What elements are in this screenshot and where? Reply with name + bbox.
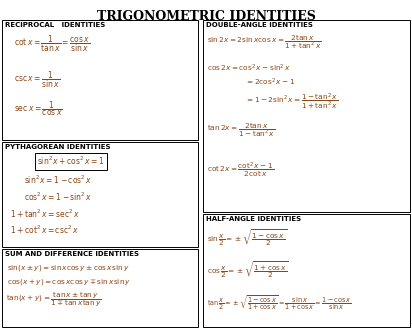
Text: $\csc x = \dfrac{1}{\sin x}$: $\csc x = \dfrac{1}{\sin x}$ <box>14 70 60 90</box>
Text: TRIGONOMETRIC IDENTITIES: TRIGONOMETRIC IDENTITIES <box>96 10 316 23</box>
Text: $\tan(x + y) = \dfrac{\tan x \pm \tan y}{1 \mp \tan x\tan y}$: $\tan(x + y) = \dfrac{\tan x \pm \tan y}… <box>6 291 102 309</box>
Text: DOUBLE-ANGLE IDENTITIES: DOUBLE-ANGLE IDENTITIES <box>206 22 313 28</box>
Text: $= 2\cos^2 x - 1$: $= 2\cos^2 x - 1$ <box>245 77 295 88</box>
Text: $\cot 2x = \dfrac{\cot^2 x - 1}{2\cot x}$: $\cot 2x = \dfrac{\cot^2 x - 1}{2\cot x}… <box>207 160 274 179</box>
Text: $1 + \tan^2 x = \sec^2 x$: $1 + \tan^2 x = \sec^2 x$ <box>10 208 80 220</box>
Text: $\sin^2 x = 1 - \cos^2 x$: $\sin^2 x = 1 - \cos^2 x$ <box>24 174 92 187</box>
Text: $\tan\dfrac{x}{2} = \pm\sqrt{\dfrac{1-\cos x}{1+\cos x}} = \dfrac{\sin x}{1+\cos: $\tan\dfrac{x}{2} = \pm\sqrt{\dfrac{1-\c… <box>207 293 351 312</box>
Text: $\cos(x + y) = \cos x\cos y \mp \sin x\sin y$: $\cos(x + y) = \cos x\cos y \mp \sin x\s… <box>7 277 131 287</box>
FancyBboxPatch shape <box>2 20 198 140</box>
Text: $= 1 - 2\sin^2 x = \dfrac{1-\tan^2 x}{1+\tan^2 x}$: $= 1 - 2\sin^2 x = \dfrac{1-\tan^2 x}{1+… <box>245 91 338 111</box>
FancyBboxPatch shape <box>203 20 410 212</box>
Text: $\cot x = \dfrac{1}{\tan x} = \dfrac{\cos x}{\sin x}$: $\cot x = \dfrac{1}{\tan x} = \dfrac{\co… <box>14 34 90 54</box>
Text: $\tan 2x = \dfrac{2\tan x}{1 - \tan^2 x}$: $\tan 2x = \dfrac{2\tan x}{1 - \tan^2 x}… <box>207 121 275 139</box>
Text: PYTHAGOREAN IDENTITIES: PYTHAGOREAN IDENTITIES <box>5 144 110 150</box>
Text: $\sin(x \pm y) = \sin x\cos y \pm \cos x\sin y$: $\sin(x \pm y) = \sin x\cos y \pm \cos x… <box>7 263 129 273</box>
FancyBboxPatch shape <box>203 214 410 327</box>
Text: $\sin 2x = 2\sin x\cos x = \dfrac{2\tan x}{1+\tan^2 x}$: $\sin 2x = 2\sin x\cos x = \dfrac{2\tan … <box>207 33 322 51</box>
FancyBboxPatch shape <box>2 249 198 327</box>
Text: $\sec x = \dfrac{1}{\cos x}$: $\sec x = \dfrac{1}{\cos x}$ <box>14 100 63 118</box>
FancyBboxPatch shape <box>2 142 198 247</box>
Text: $\sin^2 x + \cos^2 x = 1$: $\sin^2 x + \cos^2 x = 1$ <box>37 155 105 167</box>
Text: $1 + \cot^2 x = \csc^2 x$: $1 + \cot^2 x = \csc^2 x$ <box>10 224 79 237</box>
Text: $\cos^2 x = 1 - \sin^2 x$: $\cos^2 x = 1 - \sin^2 x$ <box>24 191 92 203</box>
Text: SUM AND DIFFERENCE IDENTITIES: SUM AND DIFFERENCE IDENTITIES <box>5 251 139 257</box>
Text: $\cos 2x = \cos^2 x - \sin^2 x$: $\cos 2x = \cos^2 x - \sin^2 x$ <box>207 63 291 74</box>
Text: $\sin\dfrac{x}{2} = \pm\sqrt{\dfrac{1-\cos x}{2}}$: $\sin\dfrac{x}{2} = \pm\sqrt{\dfrac{1-\c… <box>207 228 287 249</box>
Text: RECIPROCAL   IDENTITIES: RECIPROCAL IDENTITIES <box>5 22 105 28</box>
Text: $\cos\dfrac{x}{2} = \pm\sqrt{\dfrac{1+\cos x}{2}}$: $\cos\dfrac{x}{2} = \pm\sqrt{\dfrac{1+\c… <box>207 260 289 281</box>
Text: HALF-ANGLE IDENTITIES: HALF-ANGLE IDENTITIES <box>206 216 301 222</box>
